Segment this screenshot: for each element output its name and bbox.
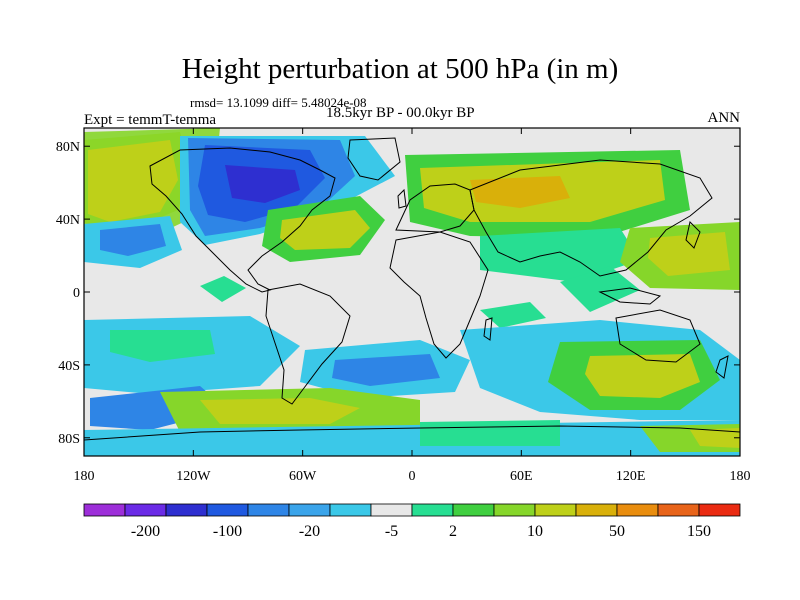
atlantic-high-core [280, 210, 370, 250]
coastline-antarctica [84, 425, 740, 441]
y-axis: 80N 40N 0 40S 80S [56, 140, 740, 447]
coastline-indonesia [598, 287, 662, 305]
x-axis: 180 120W 60W 0 60E 120E 180 [74, 128, 751, 484]
x-tick-label: 60E [510, 469, 533, 484]
colorbar-swatch [83, 503, 126, 517]
coastline-madagascar [483, 317, 493, 341]
colorbar-swatch [493, 503, 536, 517]
antarctic-green [420, 420, 560, 446]
x-tick-label: 120E [616, 469, 646, 484]
colorbar-label: 150 [687, 523, 711, 540]
north-america-core-low [225, 165, 300, 203]
colorbar-swatch [452, 503, 495, 517]
coastline-south-america [265, 283, 351, 405]
x-tick-label: 0 [409, 469, 416, 484]
x-tick-label: 180 [730, 469, 751, 484]
y-tick-label: 40S [58, 359, 80, 374]
colorbar-label: 50 [609, 523, 625, 540]
colorbar-swatch [657, 503, 700, 517]
stats-line: rmsd= 13.1099 diff= 5.48024e-08 [190, 95, 367, 110]
south-indian-high-core [585, 354, 700, 398]
tropical-green-patch-1 [200, 276, 246, 302]
coastline-australia [615, 309, 701, 363]
colorbar-swatch [534, 503, 577, 517]
coastline-africa [389, 231, 489, 359]
y-tick-label: 80S [58, 432, 80, 447]
colorbar: -200 -100 -20 -5 2 10 50 150 [83, 503, 741, 540]
asia-green-band [480, 228, 640, 282]
colorbar-swatch [698, 503, 741, 517]
season-label: ANN [707, 110, 741, 126]
colorbar-swatch [247, 503, 290, 517]
colorbar-swatch [329, 503, 372, 517]
south-pacific-green [110, 330, 215, 362]
east-asia-high-core [648, 232, 730, 276]
colorbar-swatch [370, 503, 413, 517]
colorbar-swatch [616, 503, 659, 517]
antarctic-cyan [84, 420, 740, 456]
colorbar-swatch [206, 503, 249, 517]
tropical-green-patch-3 [480, 302, 546, 328]
experiment-label: Expt = temmT-temma [84, 112, 217, 128]
y-tick-label: 80N [56, 140, 80, 155]
colorbar-swatch [575, 503, 618, 517]
coastline-north-america [149, 147, 336, 293]
colorbar-label: -20 [299, 523, 320, 540]
colorbar-label: -5 [385, 523, 398, 540]
coastline-asia [469, 159, 713, 277]
coastline-greenland [347, 137, 401, 181]
tropical-green-patch-2 [560, 266, 640, 312]
colorbar-swatch [411, 503, 454, 517]
coastline-uk [397, 188, 407, 209]
colorbar-label: -200 [131, 523, 160, 540]
colorbar-label: 2 [449, 523, 457, 540]
x-tick-label: 60W [289, 469, 317, 484]
north-pacific-inner [88, 140, 178, 222]
colorbar-swatch [124, 503, 167, 517]
coastline-new-zealand [715, 355, 729, 379]
colorbar-label: 10 [527, 523, 543, 540]
chart-title: Height perturbation at 500 hPa (in m) [181, 53, 619, 85]
y-tick-label: 40N [56, 213, 80, 228]
east-pacific-blue [100, 224, 166, 256]
south-atlantic-blue [332, 354, 440, 386]
colorbar-label: -100 [213, 523, 242, 540]
colorbar-swatch [288, 503, 331, 517]
map-panel [84, 128, 740, 456]
eurasia-high-inner [470, 176, 570, 208]
southern-ocean-high-core [200, 398, 360, 424]
coastline-japan [685, 221, 701, 249]
x-tick-label: 180 [74, 469, 95, 484]
y-tick-label: 0 [73, 286, 80, 301]
colorbar-swatch [165, 503, 208, 517]
period-label: 18.5kyr BP - 00.0kyr BP [326, 105, 475, 121]
antarctic-east-high [690, 428, 740, 448]
coastlines [84, 137, 740, 441]
x-tick-label: 120W [176, 469, 211, 484]
